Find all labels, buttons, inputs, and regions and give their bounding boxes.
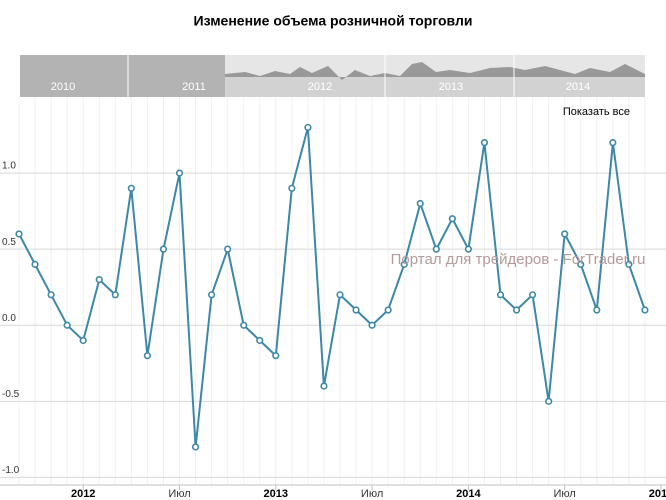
y-tick-label: 1.0 [2, 161, 16, 172]
data-point [577, 260, 585, 268]
data-point [63, 321, 71, 329]
data-point [191, 443, 200, 451]
data-point [47, 291, 55, 299]
data-point [593, 306, 601, 314]
navigator-label: 2012 [308, 81, 332, 93]
navigator-outside [20, 55, 225, 97]
data-point [336, 291, 344, 299]
data-point [625, 260, 633, 268]
data-point [127, 184, 135, 192]
data-point [272, 352, 280, 360]
data-point [320, 382, 328, 390]
plot-area: -1.0 -0.5 0.0 0.5 1.0 2012 Июл 2013 Июл 2014 Июл 20… [0, 97, 666, 500]
data-point [288, 184, 296, 192]
x-tick-label: Июл [361, 488, 383, 500]
navigator-series [225, 62, 645, 80]
data-point [641, 306, 649, 314]
data-point [15, 230, 23, 238]
navigator-labels: 2010 2011 2012 2013 2014 [51, 81, 590, 93]
data-point [480, 139, 489, 147]
data-point [496, 291, 505, 299]
navigator-label: 2013 [439, 81, 463, 93]
data-point [31, 260, 39, 268]
x-tick-label: Июл [554, 488, 576, 500]
data-point [224, 245, 232, 253]
data-point [208, 291, 216, 299]
data-point [416, 199, 424, 208]
data-point [448, 215, 456, 223]
navigator-label: 2011 [182, 81, 206, 93]
data-point [256, 336, 264, 345]
data-point [432, 245, 440, 253]
data-point [545, 397, 553, 405]
data-point [304, 123, 312, 132]
data-point [240, 321, 248, 329]
data-point [143, 352, 151, 360]
data-point [159, 245, 168, 253]
y-tick-label: 0.5 [2, 237, 16, 248]
data-point [400, 260, 408, 268]
x-tick-label: 2012 [71, 488, 95, 500]
data-point [528, 291, 537, 299]
navigator-label: 2010 [51, 81, 75, 93]
data-point [95, 275, 103, 284]
chart-title: Изменение объема розничной торговли [194, 13, 473, 29]
data-point [368, 321, 376, 329]
reset-zoom-button[interactable]: Показать все [563, 106, 630, 118]
data-point [464, 245, 473, 253]
x-tick-label: Июл [168, 488, 190, 500]
data-point [609, 139, 617, 147]
y-tick-label: 0.0 [2, 313, 16, 324]
navigator-label: 2014 [566, 81, 590, 93]
data-point [79, 336, 87, 345]
y-tick-label: -1.0 [2, 465, 20, 476]
navigator-axis [225, 77, 645, 97]
watermark: Портал для трейдеров - ForTrader.ru [391, 251, 646, 268]
data-point [352, 306, 360, 314]
navigator[interactable]: 2010 2011 2012 2013 2014 [20, 55, 645, 97]
data-point [111, 291, 119, 299]
data-point [175, 169, 184, 177]
series-line [18, 127, 646, 448]
data-point [561, 230, 569, 238]
x-tick-label: 2014 [456, 488, 481, 500]
x-tick-label: 2015 [649, 488, 666, 500]
x-tick-label: 2013 [264, 488, 288, 500]
y-tick-label: -0.5 [2, 389, 20, 400]
data-point [512, 306, 521, 314]
data-point [384, 306, 392, 314]
